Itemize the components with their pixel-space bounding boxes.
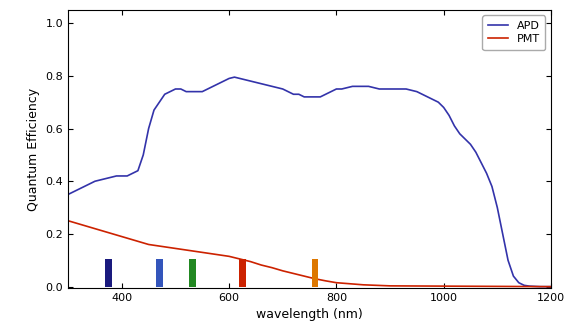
PMT xyxy=(199,251,206,255)
Legend: APD, PMT: APD, PMT xyxy=(482,16,545,50)
PMT xyxy=(247,260,254,263)
Line: APD: APD xyxy=(68,77,551,287)
PMT xyxy=(91,227,98,231)
PMT xyxy=(301,274,308,278)
PMT xyxy=(258,263,265,267)
PMT xyxy=(387,284,394,288)
PMT xyxy=(311,277,318,281)
APD xyxy=(124,174,131,178)
PMT xyxy=(236,257,243,261)
PMT xyxy=(172,247,179,251)
PMT xyxy=(360,283,366,287)
PMT xyxy=(118,235,125,239)
APD xyxy=(537,285,544,289)
PMT xyxy=(65,219,72,223)
Bar xyxy=(312,259,318,287)
PMT xyxy=(279,269,286,273)
Bar xyxy=(239,259,246,287)
PMT xyxy=(145,243,152,247)
Y-axis label: Quantum Efficiency: Quantum Efficiency xyxy=(27,87,40,211)
APD xyxy=(231,75,238,79)
APD xyxy=(365,84,372,88)
X-axis label: wavelength (nm): wavelength (nm) xyxy=(256,308,363,321)
Bar xyxy=(156,259,162,287)
PMT xyxy=(269,266,275,270)
Line: PMT: PMT xyxy=(68,221,551,287)
PMT xyxy=(548,285,554,289)
PMT xyxy=(322,279,329,283)
APD xyxy=(161,92,168,96)
PMT xyxy=(290,271,297,275)
PMT xyxy=(333,281,340,285)
PMT xyxy=(225,254,232,258)
APD xyxy=(419,92,425,96)
APD xyxy=(548,285,554,289)
Bar xyxy=(105,259,111,287)
APD xyxy=(188,90,195,94)
APD xyxy=(65,192,72,196)
APD xyxy=(446,113,453,117)
Bar xyxy=(189,259,196,287)
